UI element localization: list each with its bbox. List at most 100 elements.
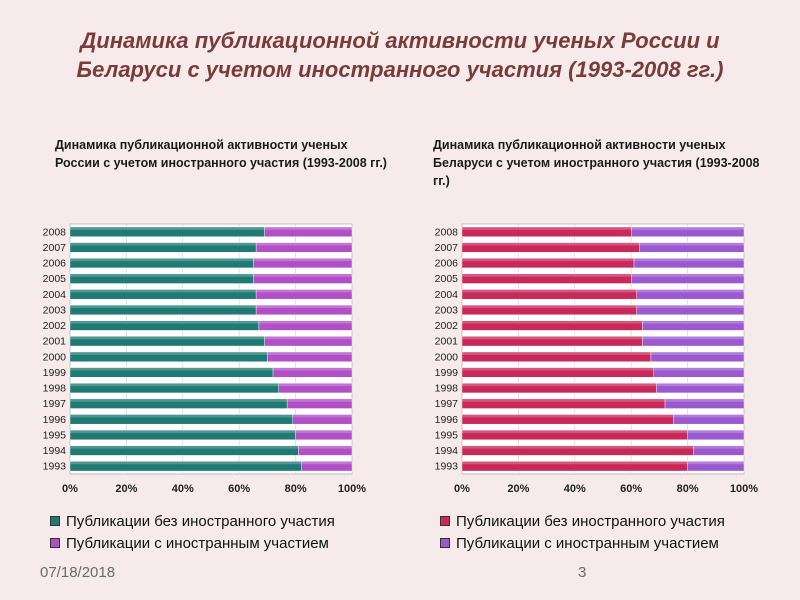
y-tick-label: 2001 — [435, 336, 459, 348]
y-tick-label: 2005 — [435, 273, 459, 285]
bar-highlight — [70, 242, 352, 246]
bar-with-foreign-1998 — [278, 383, 353, 394]
bar-highlight — [462, 414, 744, 418]
x-tick-label: 20% — [507, 483, 529, 495]
bar-highlight — [462, 320, 744, 324]
bar-highlight — [70, 336, 352, 340]
belarus-chart-title: Динамика публикационной активности учены… — [433, 138, 760, 188]
x-tick-label: 80% — [285, 483, 307, 495]
bar-highlight — [462, 226, 744, 230]
y-tick-label: 1995 — [43, 429, 67, 441]
bar-with-foreign-2008 — [630, 226, 745, 237]
y-tick-label: 2007 — [435, 242, 459, 254]
y-tick-label: 1993 — [43, 461, 67, 473]
x-tick-label: 20% — [115, 483, 137, 495]
y-tick-label: 2007 — [43, 242, 67, 254]
y-tick-label: 1999 — [435, 367, 459, 379]
bar-with-foreign-2001 — [264, 336, 353, 347]
bar-highlight — [70, 305, 352, 308]
bar-highlight — [70, 414, 352, 418]
bar-highlight — [462, 445, 744, 449]
bar-with-foreign-2000 — [650, 351, 745, 362]
x-tick-label: 60% — [620, 483, 642, 495]
bar-highlight — [70, 351, 352, 355]
y-tick-label: 1996 — [43, 414, 67, 426]
legend-item: Публикации без иностранного участия — [440, 510, 725, 532]
y-tick-label: 2003 — [435, 304, 459, 316]
russia-legend: Публикации без иностранного участия Публ… — [50, 510, 335, 554]
bar-with-foreign-1998 — [656, 383, 745, 394]
bar-with-foreign-1997 — [664, 398, 745, 409]
bar-with-foreign-1995 — [687, 429, 745, 440]
bar-with-foreign-1995 — [295, 429, 353, 440]
bar-highlight — [70, 289, 352, 293]
bar-highlight — [70, 226, 352, 230]
x-tick-label: 100% — [730, 483, 758, 495]
y-tick-label: 2004 — [43, 289, 67, 301]
x-tick-label: 100% — [338, 483, 366, 495]
bar-highlight — [70, 383, 352, 387]
y-tick-label: 1996 — [435, 414, 459, 426]
bar-highlight — [70, 320, 352, 324]
legend-label: Публикации без иностранного участия — [456, 512, 725, 530]
bar-with-foreign-2000 — [267, 351, 353, 362]
legend-label: Публикации без иностранного участия — [66, 512, 335, 530]
legend-swatch — [440, 516, 450, 526]
y-tick-label: 2002 — [435, 320, 459, 332]
bar-highlight — [70, 398, 352, 402]
russia-chart: 1993 1994 1995 1996 1997 1998 1999 2000 2001 2002… — [43, 223, 366, 495]
x-tick-label: 80% — [677, 483, 699, 495]
y-tick-label: 2004 — [435, 289, 459, 301]
bar-with-foreign-1996 — [673, 414, 745, 425]
bar-with-foreign-2006 — [633, 258, 745, 269]
y-tick-label: 1993 — [435, 461, 459, 473]
bar-highlight — [70, 430, 352, 433]
y-tick-label: 2006 — [43, 258, 67, 270]
y-tick-label: 2008 — [43, 226, 67, 238]
bar-with-foreign-2003 — [636, 304, 745, 315]
bar-with-foreign-1993 — [301, 461, 353, 472]
bar-with-foreign-1996 — [292, 414, 353, 425]
y-tick-label: 2001 — [43, 336, 67, 348]
slide-page-number: 3 — [578, 564, 587, 581]
bar-with-foreign-2004 — [636, 289, 745, 300]
bar-with-foreign-1994 — [298, 445, 353, 456]
x-tick-label: 40% — [172, 483, 194, 495]
legend-label: Публикации с иностранным участием — [66, 534, 329, 552]
bar-highlight — [462, 289, 744, 293]
y-tick-label: 1997 — [435, 398, 459, 410]
bar-highlight — [462, 273, 744, 277]
russia-chart-title: Динамика публикационной активности учены… — [55, 138, 387, 170]
bar-highlight — [462, 305, 744, 308]
bar-with-foreign-2002 — [258, 320, 353, 331]
slide-title: Динамика публикационной активности учены… — [76, 28, 724, 82]
legend-swatch — [50, 516, 60, 526]
bar-with-foreign-1997 — [286, 398, 353, 409]
y-tick-label: 1998 — [43, 383, 67, 395]
y-tick-label: 1999 — [43, 367, 67, 379]
bar-highlight — [70, 461, 352, 465]
bar-highlight — [70, 273, 352, 277]
y-tick-label: 2005 — [43, 273, 67, 285]
bar-with-foreign-2001 — [642, 336, 745, 347]
bar-with-foreign-2007 — [639, 242, 745, 253]
y-tick-label: 1994 — [435, 445, 459, 457]
bar-with-foreign-1999 — [653, 367, 745, 378]
x-tick-label: 40% — [564, 483, 586, 495]
y-tick-label: 2006 — [435, 258, 459, 270]
legend-item: Публикации с иностранным участием — [440, 532, 725, 554]
y-tick-label: 1997 — [43, 398, 67, 410]
bar-with-foreign-2007 — [255, 242, 353, 253]
slide-date: 07/18/2018 — [40, 564, 116, 581]
bar-with-foreign-2005 — [630, 273, 745, 284]
bar-highlight — [462, 258, 744, 262]
bar-with-foreign-2004 — [255, 289, 353, 300]
x-tick-label: 0% — [454, 483, 470, 495]
x-tick-label: 60% — [228, 483, 250, 495]
y-tick-label: 2003 — [43, 304, 67, 316]
bar-highlight — [70, 367, 352, 371]
bar-with-foreign-2003 — [255, 304, 353, 315]
belarus-chart: 1993 1994 1995 1996 1997 1998 1999 2000 2001 2002… — [435, 223, 758, 495]
y-tick-label: 1995 — [435, 429, 459, 441]
y-tick-label: 2000 — [435, 351, 459, 363]
